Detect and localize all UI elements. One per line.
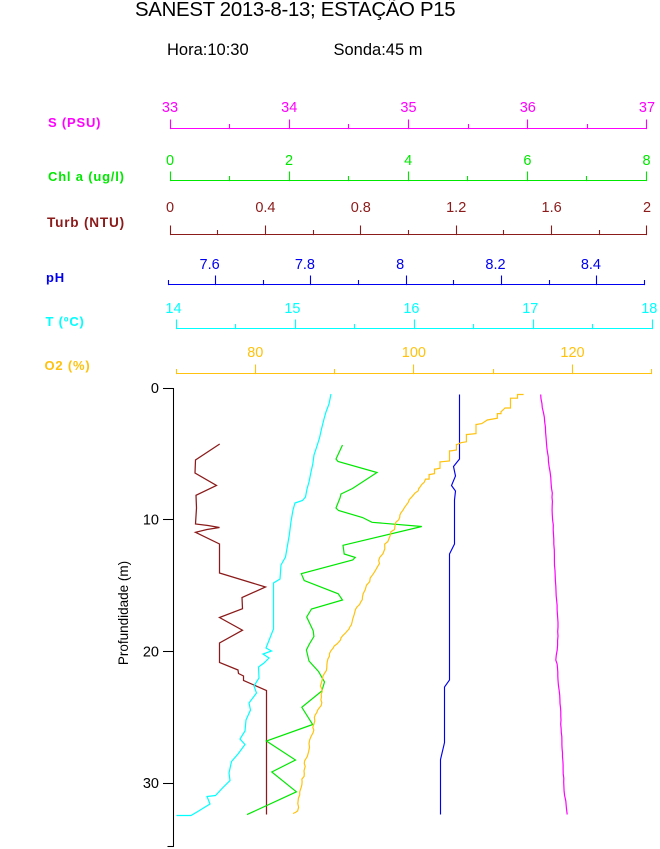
svg-text:2: 2 bbox=[285, 153, 293, 169]
svg-text:7.6: 7.6 bbox=[200, 257, 220, 273]
svg-text:35: 35 bbox=[400, 100, 416, 116]
svg-text:14: 14 bbox=[165, 301, 181, 317]
svg-text:Profundidade (m): Profundidade (m) bbox=[116, 561, 131, 665]
svg-text:80: 80 bbox=[247, 345, 263, 361]
svg-text:0: 0 bbox=[166, 200, 174, 216]
svg-text:15: 15 bbox=[284, 301, 300, 317]
svg-text:100: 100 bbox=[402, 345, 426, 361]
svg-text:0.8: 0.8 bbox=[351, 200, 371, 216]
svg-text:8: 8 bbox=[396, 257, 404, 273]
svg-text:2: 2 bbox=[643, 200, 651, 216]
svg-text:16: 16 bbox=[403, 301, 419, 317]
svg-text:8.2: 8.2 bbox=[485, 257, 505, 273]
svg-text:37: 37 bbox=[639, 100, 655, 116]
svg-text:0: 0 bbox=[151, 381, 159, 397]
svg-text:18: 18 bbox=[641, 301, 657, 317]
svg-text:34: 34 bbox=[281, 100, 297, 116]
svg-text:1.6: 1.6 bbox=[542, 200, 562, 216]
svg-text:30: 30 bbox=[143, 776, 159, 792]
svg-text:8: 8 bbox=[642, 153, 650, 169]
svg-text:36: 36 bbox=[520, 100, 536, 116]
svg-text:0: 0 bbox=[166, 153, 174, 169]
svg-text:6: 6 bbox=[523, 153, 531, 169]
svg-text:120: 120 bbox=[560, 345, 584, 361]
svg-text:4: 4 bbox=[404, 153, 412, 169]
svg-text:17: 17 bbox=[522, 301, 538, 317]
svg-text:10: 10 bbox=[143, 513, 159, 529]
svg-text:20: 20 bbox=[143, 644, 159, 660]
svg-text:1.2: 1.2 bbox=[446, 200, 466, 216]
svg-text:7.8: 7.8 bbox=[295, 257, 315, 273]
svg-text:0.4: 0.4 bbox=[255, 200, 275, 216]
svg-text:33: 33 bbox=[162, 100, 178, 116]
svg-text:8.4: 8.4 bbox=[581, 257, 601, 273]
